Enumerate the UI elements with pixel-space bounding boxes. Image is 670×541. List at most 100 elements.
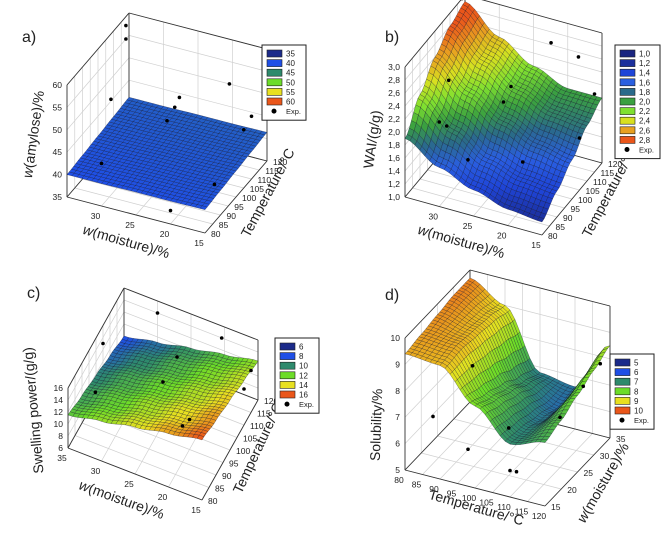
z-tick-label: 10 bbox=[54, 419, 64, 429]
experimental-point bbox=[558, 415, 562, 420]
experimental-point bbox=[227, 82, 232, 86]
legend-exp-label: Exp. bbox=[634, 416, 649, 425]
legend-swatch bbox=[619, 116, 636, 125]
experimental-point bbox=[124, 23, 128, 28]
legend-label: 8 bbox=[634, 387, 639, 396]
legend-label: 6 bbox=[299, 343, 304, 352]
box-edge bbox=[128, 12, 268, 50]
experimental-point bbox=[161, 380, 165, 384]
legend-label: 5 bbox=[634, 359, 639, 368]
z-tick-label: 6 bbox=[395, 439, 400, 449]
experimental-point bbox=[124, 37, 128, 41]
z-tick-label: 1,2 bbox=[388, 179, 400, 189]
z-tick-label: 40 bbox=[53, 170, 63, 180]
y-tick-label: 80 bbox=[208, 496, 218, 506]
panel-label: b) bbox=[385, 29, 399, 46]
z-tick-label: 45 bbox=[53, 147, 63, 157]
y-tick-label: 105 bbox=[586, 186, 600, 196]
y-tick-label: 110 bbox=[593, 177, 607, 187]
panel-b: 1,01,21,41,61,82,02,22,42,62,83,03025201… bbox=[360, 0, 661, 261]
legend-label: 35 bbox=[286, 50, 295, 59]
z-tick-label: 7 bbox=[395, 412, 400, 422]
x-tick-label: 120 bbox=[532, 511, 546, 521]
experimental-point bbox=[175, 355, 179, 359]
experimental-point bbox=[444, 124, 449, 128]
legend-swatch bbox=[614, 377, 631, 386]
floor-gridline bbox=[81, 422, 217, 476]
x-tick-label: 85 bbox=[412, 480, 422, 490]
legend-exp-marker bbox=[271, 108, 277, 114]
y-tick-label: 100 bbox=[578, 195, 592, 205]
box-edge bbox=[404, 196, 543, 236]
experimental-point bbox=[109, 97, 113, 102]
z-tick-label: 35 bbox=[53, 192, 63, 202]
box-edge bbox=[66, 12, 130, 86]
legend-swatch bbox=[266, 88, 283, 96]
y-tick-label: 90 bbox=[227, 211, 237, 221]
y-tick-label: 90 bbox=[563, 213, 573, 223]
experimental-point bbox=[177, 95, 182, 100]
y-tick-label: 95 bbox=[229, 459, 239, 469]
legend-label: 8 bbox=[299, 352, 304, 361]
experimental-point bbox=[249, 368, 253, 373]
legend-swatch bbox=[266, 97, 283, 106]
legend-label: 2,2 bbox=[639, 107, 651, 116]
experimental-point bbox=[241, 127, 246, 132]
experimental-point bbox=[577, 136, 582, 140]
x-tick-label: 80 bbox=[394, 475, 404, 485]
response-surface bbox=[404, 277, 611, 446]
panel-label: a) bbox=[22, 29, 36, 46]
floor-gridline bbox=[82, 178, 221, 216]
y-tick-label: 20 bbox=[567, 485, 577, 495]
z-tick-label: 1,0 bbox=[388, 192, 400, 202]
box-edge bbox=[201, 399, 259, 501]
legend-swatch bbox=[279, 390, 296, 399]
legend-swatch bbox=[279, 371, 296, 380]
legend-label: 1,2 bbox=[639, 59, 651, 68]
experimental-point bbox=[470, 364, 475, 368]
legend-label: 10 bbox=[299, 362, 308, 371]
panel-label: d) bbox=[385, 287, 399, 304]
response-surface bbox=[404, 1, 603, 223]
z-tick-label: 3,0 bbox=[388, 62, 400, 72]
legend-swatch bbox=[619, 126, 636, 135]
legend-swatch bbox=[614, 387, 631, 396]
x-tick-label: 25 bbox=[124, 479, 134, 489]
experimental-point bbox=[93, 390, 98, 395]
legend-label: 2,4 bbox=[639, 117, 651, 126]
x-tick-label: 25 bbox=[125, 220, 135, 230]
x-axis-title: w(moisture)/% bbox=[77, 476, 167, 522]
legend-swatch bbox=[619, 59, 636, 67]
z-tick-label: 5 bbox=[395, 465, 400, 475]
experimental-point bbox=[437, 120, 442, 124]
y-tick-label: 115 bbox=[265, 166, 279, 176]
experimental-point bbox=[514, 469, 519, 474]
z-tick-label: 50 bbox=[53, 125, 63, 135]
experimental-point bbox=[509, 84, 513, 89]
legend-label: 6 bbox=[634, 368, 639, 377]
x-tick-label: 30 bbox=[91, 466, 101, 476]
panel-a: 3540455055603025201580859095100105110115… bbox=[19, 12, 307, 261]
y-tick-label: 120 bbox=[273, 157, 287, 167]
legend-label: 50 bbox=[286, 78, 295, 87]
experimental-point bbox=[466, 158, 470, 162]
legend-swatch bbox=[614, 406, 631, 415]
legend-swatch bbox=[279, 361, 296, 370]
z-tick-label: 9 bbox=[395, 359, 400, 369]
legend-label: 14 bbox=[299, 381, 308, 390]
box-edge bbox=[404, 0, 462, 68]
legend-exp-label: Exp. bbox=[639, 146, 654, 155]
y-tick-label: 95 bbox=[571, 204, 581, 214]
experimental-point bbox=[180, 424, 185, 428]
y-tick-label: 115 bbox=[601, 168, 615, 178]
legend-swatch bbox=[266, 68, 283, 77]
z-axis-title: Swelling power/(g/g) bbox=[20, 347, 47, 475]
floor-gridline bbox=[74, 187, 213, 225]
z-tick-label: 14 bbox=[54, 395, 64, 405]
surface-cell bbox=[536, 216, 545, 223]
experimental-point bbox=[576, 55, 581, 59]
